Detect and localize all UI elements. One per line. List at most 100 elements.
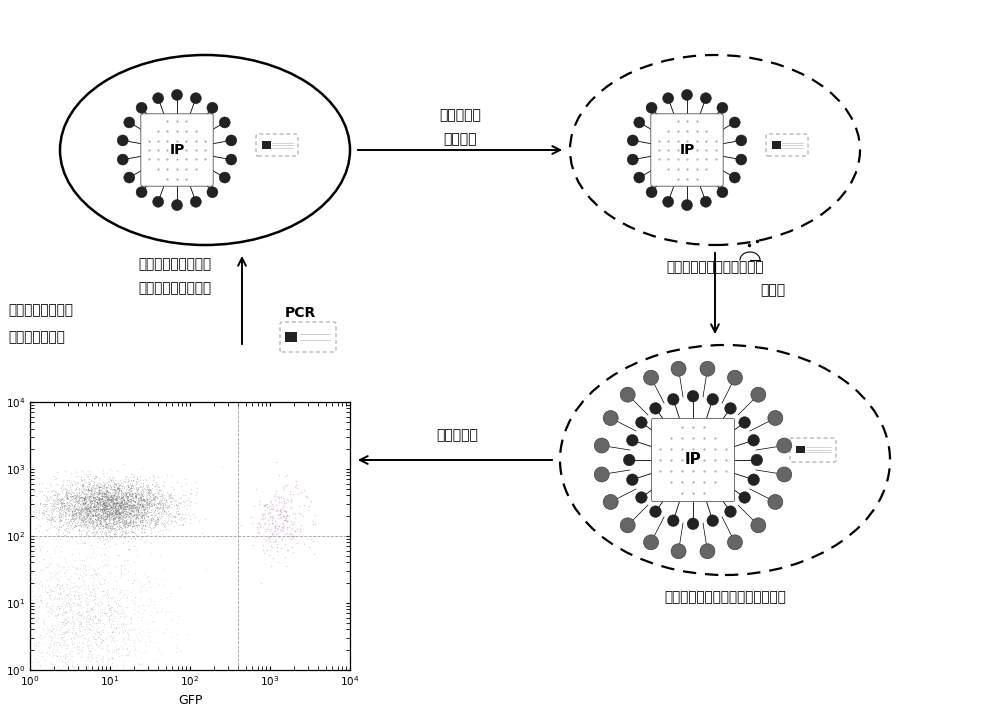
- Point: [116, 611, 132, 622]
- Point: [40, 642, 56, 653]
- Point: [95, 651, 111, 662]
- Point: [87, 513, 103, 525]
- Point: [99, 491, 115, 502]
- Point: [287, 525, 303, 537]
- Point: [80, 661, 96, 673]
- Point: [6, 570, 22, 581]
- Point: [74, 637, 90, 648]
- Point: [32, 629, 48, 640]
- Point: [146, 596, 162, 607]
- Point: [109, 491, 125, 503]
- Point: [90, 503, 106, 514]
- Point: [68, 466, 84, 477]
- Point: [88, 625, 104, 636]
- Point: [148, 479, 164, 490]
- Point: [55, 496, 71, 508]
- Point: [122, 491, 138, 502]
- Circle shape: [751, 387, 766, 402]
- Point: [55, 634, 71, 646]
- Point: [102, 603, 118, 614]
- Point: [65, 509, 81, 520]
- Point: [42, 641, 58, 652]
- Point: [256, 500, 272, 511]
- Point: [90, 581, 106, 592]
- Point: [57, 513, 73, 525]
- Point: [109, 605, 125, 616]
- Point: [95, 497, 111, 508]
- Point: [66, 511, 82, 522]
- Point: [90, 617, 106, 628]
- Point: [109, 502, 125, 513]
- Point: [46, 470, 62, 482]
- Point: [89, 520, 105, 531]
- Point: [117, 516, 133, 527]
- Point: [268, 528, 284, 539]
- Point: [106, 510, 122, 521]
- Point: [112, 493, 128, 504]
- Point: [26, 473, 42, 484]
- Point: [72, 505, 88, 517]
- Point: [244, 517, 260, 528]
- Point: [155, 518, 171, 529]
- Point: [112, 502, 128, 513]
- Point: [264, 528, 280, 539]
- Point: [147, 509, 163, 520]
- Point: [81, 503, 97, 515]
- Point: [88, 568, 104, 580]
- Point: [59, 597, 75, 608]
- Point: [146, 498, 162, 509]
- Point: [109, 505, 125, 517]
- Point: [128, 482, 144, 493]
- Point: [41, 642, 57, 654]
- Point: [120, 479, 136, 491]
- Point: [88, 480, 104, 491]
- Point: [99, 640, 115, 651]
- Point: [98, 490, 114, 501]
- Point: [91, 491, 107, 503]
- Point: [92, 534, 108, 546]
- Point: [80, 615, 96, 627]
- Point: [49, 579, 65, 590]
- Point: [158, 494, 174, 505]
- Point: [103, 493, 119, 505]
- Point: [104, 507, 120, 518]
- Point: [99, 495, 115, 506]
- Point: [99, 519, 115, 530]
- Point: [108, 528, 124, 539]
- Point: [66, 502, 82, 513]
- Point: [174, 508, 190, 520]
- Circle shape: [671, 361, 686, 376]
- Point: [108, 493, 124, 504]
- Point: [287, 482, 303, 493]
- Point: [123, 480, 139, 491]
- Point: [105, 484, 121, 495]
- Point: [119, 496, 135, 508]
- Point: [135, 502, 151, 513]
- Point: [119, 508, 135, 520]
- Point: [95, 617, 111, 628]
- Point: [85, 479, 101, 491]
- Point: [182, 497, 198, 508]
- Point: [70, 643, 86, 654]
- Point: [77, 507, 93, 518]
- Circle shape: [136, 187, 147, 197]
- Point: [98, 528, 114, 539]
- Point: [138, 507, 154, 518]
- Point: [107, 506, 123, 517]
- Point: [73, 505, 89, 517]
- Point: [51, 560, 67, 571]
- Point: [138, 474, 154, 486]
- Point: [73, 610, 89, 621]
- FancyBboxPatch shape: [141, 114, 213, 186]
- Point: [41, 510, 57, 521]
- Point: [59, 516, 75, 527]
- Point: [106, 496, 122, 508]
- Point: [185, 508, 201, 520]
- Point: [114, 517, 130, 528]
- Point: [271, 509, 287, 520]
- Point: [74, 486, 90, 497]
- Point: [96, 496, 112, 508]
- Point: [51, 510, 67, 522]
- Point: [93, 599, 109, 610]
- Point: [27, 542, 43, 553]
